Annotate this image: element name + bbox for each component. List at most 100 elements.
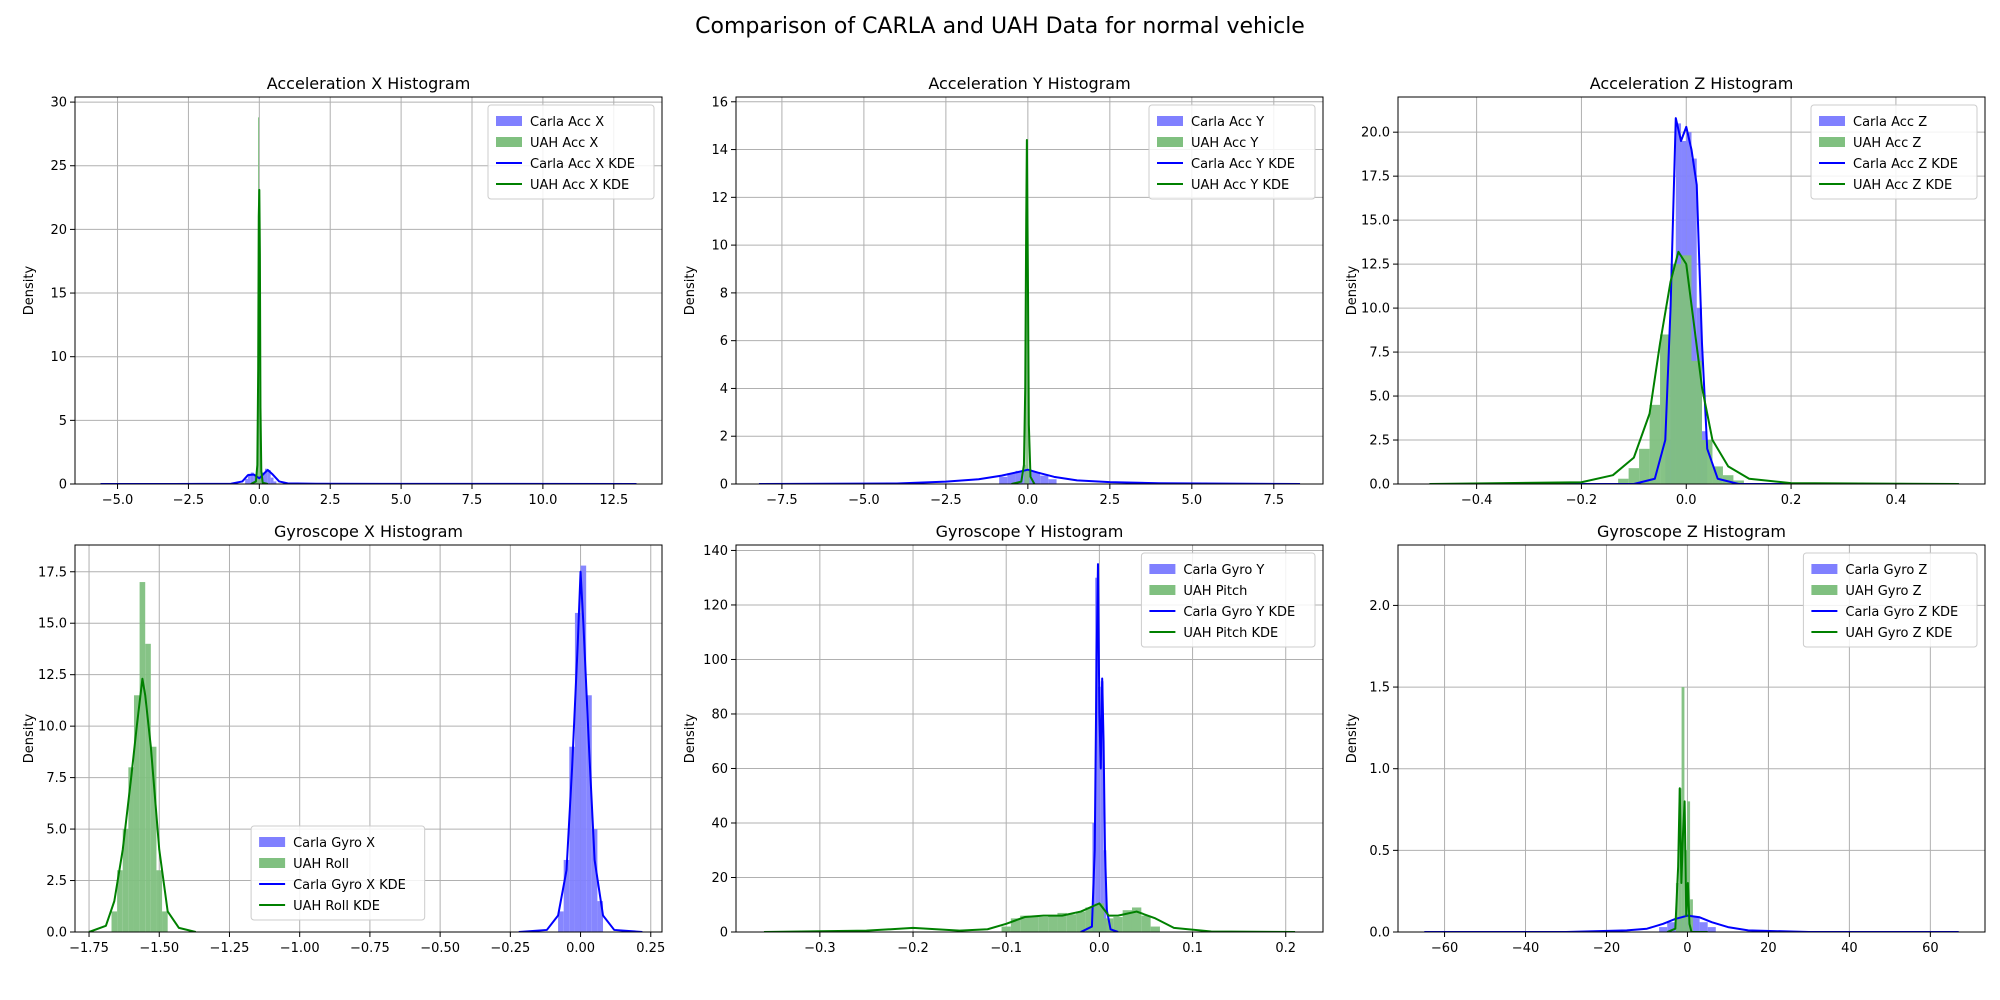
legend-label: UAH Acc X bbox=[530, 136, 598, 151]
subplot-5: Gyroscope Y Histogram −0.3 −0.2 −0.1 0.0 0.1 0… bbox=[683, 522, 1324, 956]
x-tick-label: 10.0 bbox=[528, 493, 557, 508]
hist-bar bbox=[117, 870, 123, 932]
y-tick-label: 15.0 bbox=[38, 617, 67, 632]
legend-label: UAH Pitch bbox=[1183, 584, 1247, 599]
kde-line bbox=[1666, 787, 1708, 932]
x-tick-label: −0.25 bbox=[490, 941, 530, 956]
kde-line bbox=[1424, 914, 1959, 932]
hist-bar bbox=[558, 911, 564, 932]
plot-area bbox=[1429, 117, 1959, 484]
y-tick-label: 80 bbox=[711, 707, 728, 722]
hist-bar bbox=[1026, 140, 1028, 484]
x-tick-label: −0.75 bbox=[350, 941, 390, 956]
y-tick-label: 8 bbox=[720, 286, 728, 301]
hist-bar bbox=[1024, 464, 1026, 484]
y-tick-label: 20 bbox=[711, 871, 728, 886]
y-tick-label: 12.5 bbox=[1361, 258, 1390, 273]
y-tick-label: 60 bbox=[711, 762, 728, 777]
x-tick-label: −5.0 bbox=[848, 493, 880, 508]
x-tick-label: 2.5 bbox=[1099, 493, 1120, 508]
legend-label: UAH Roll KDE bbox=[293, 899, 380, 914]
legend-swatch bbox=[259, 858, 286, 868]
hist-bar bbox=[597, 901, 604, 932]
legend-label: UAH Acc Z bbox=[1853, 136, 1921, 151]
hist-bar bbox=[145, 643, 151, 932]
hist-bar bbox=[1639, 448, 1650, 484]
legend-swatch bbox=[1819, 137, 1845, 147]
legend-box bbox=[250, 825, 426, 921]
hist-bar bbox=[1628, 468, 1640, 484]
hist-bar bbox=[1691, 360, 1702, 484]
y-tick-label: 17.5 bbox=[38, 565, 67, 580]
legend-swatch bbox=[1157, 116, 1183, 126]
kde-line bbox=[763, 902, 1296, 932]
subplot-title: Acceleration Y Histogram bbox=[928, 74, 1130, 93]
axes-frame bbox=[735, 544, 1324, 933]
y-tick-label: 0.0 bbox=[1369, 478, 1390, 493]
hist-bar bbox=[1691, 917, 1700, 932]
y-tick-label: 2.5 bbox=[46, 874, 67, 889]
legend-label: UAH Acc Y bbox=[1191, 136, 1258, 151]
axes-frame bbox=[1397, 96, 1986, 485]
subplot-6: Gyroscope Z Histogram −60 −40 −20 0 20 40 60 0.0… bbox=[1345, 522, 1986, 956]
y-tick-label: 25 bbox=[50, 159, 67, 174]
x-tick-label: −40 bbox=[1512, 941, 1539, 956]
hist-bar bbox=[999, 476, 1008, 484]
legend-swatch bbox=[259, 837, 286, 847]
legend-box bbox=[1802, 552, 1978, 648]
hist-bar bbox=[247, 473, 251, 484]
x-tick-label: 20 bbox=[1760, 941, 1777, 956]
hist-bar bbox=[267, 469, 271, 484]
legend-swatch bbox=[1811, 585, 1838, 595]
hist-bar bbox=[1040, 475, 1049, 484]
hist-bar bbox=[150, 746, 157, 932]
legend-swatch bbox=[496, 137, 522, 147]
y-tick-label: 10 bbox=[711, 239, 728, 254]
hist-bar bbox=[1618, 478, 1629, 484]
x-tick-label: 0.2 bbox=[1275, 941, 1296, 956]
hist-bar bbox=[580, 565, 587, 932]
x-tick-label: −20 bbox=[1593, 941, 1620, 956]
x-tick-label: 0.0 bbox=[1089, 941, 1110, 956]
legend-label: Carla Gyro X bbox=[293, 836, 375, 851]
y-axis-label: Density bbox=[22, 265, 37, 315]
x-tick-label: −0.2 bbox=[1566, 493, 1598, 508]
legend-label: UAH Pitch KDE bbox=[1183, 626, 1278, 641]
y-tick-label: 5.0 bbox=[1369, 390, 1390, 405]
x-tick-label: 0.2 bbox=[1781, 493, 1802, 508]
y-tick-label: 12 bbox=[711, 191, 728, 206]
hist-bar bbox=[1670, 264, 1682, 484]
axes-frame bbox=[735, 96, 1324, 485]
x-tick-label: −1.50 bbox=[139, 941, 179, 956]
axes-frame bbox=[1397, 544, 1986, 933]
legend-box bbox=[1140, 552, 1316, 648]
hist-bar bbox=[111, 911, 118, 932]
legend-box bbox=[487, 104, 655, 200]
hist-bar bbox=[1076, 911, 1086, 932]
y-tick-label: 17.5 bbox=[1361, 170, 1390, 185]
kde-line bbox=[88, 677, 197, 932]
subplot-2: Acceleration Y Histogram −7.5 −5.0 −2.5 0.0 2… bbox=[683, 74, 1324, 508]
legend-label: Carla Acc X KDE bbox=[530, 157, 635, 172]
y-tick-label: 6 bbox=[720, 334, 728, 349]
y-axis-label: Density bbox=[683, 265, 698, 315]
hist-bar bbox=[1038, 917, 1049, 932]
hist-bar bbox=[1712, 466, 1723, 484]
x-tick-label: −0.2 bbox=[897, 941, 929, 956]
hist-bar bbox=[273, 481, 277, 484]
legend-label: Carla Gyro X KDE bbox=[293, 878, 406, 893]
y-tick-label: 5 bbox=[59, 414, 67, 429]
legend-swatch bbox=[1819, 116, 1845, 126]
kde-line bbox=[1011, 139, 1036, 484]
y-tick-label: 16 bbox=[711, 95, 728, 110]
kde-line bbox=[100, 469, 637, 484]
x-tick-label: 0 bbox=[1683, 941, 1691, 956]
x-tick-label: 0.00 bbox=[566, 941, 595, 956]
hist-bar bbox=[139, 582, 146, 932]
subplot-1: Acceleration X Histogram −5.0 −2.5 0.0 2.5 5.… bbox=[22, 74, 663, 508]
hist-bar bbox=[563, 859, 570, 932]
x-tick-label: 60 bbox=[1922, 941, 1939, 956]
hist-bar bbox=[1097, 686, 1101, 932]
hist-bar bbox=[1701, 440, 1713, 484]
